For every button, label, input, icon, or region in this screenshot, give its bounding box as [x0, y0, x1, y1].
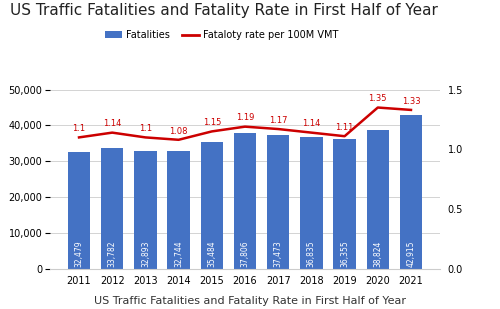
- Text: 1.11: 1.11: [336, 123, 354, 132]
- Text: 33,782: 33,782: [108, 240, 116, 267]
- Bar: [400, 115, 422, 269]
- Text: 1.1: 1.1: [72, 124, 86, 133]
- Text: 1.08: 1.08: [170, 127, 188, 136]
- Bar: [234, 133, 256, 269]
- Bar: [101, 148, 124, 269]
- Text: US Traffic Fatalities and Fatality Rate in First Half of Year: US Traffic Fatalities and Fatality Rate …: [10, 3, 438, 18]
- Text: US Traffic Fatalities and Fatality Rate in First Half of Year: US Traffic Fatalities and Fatality Rate …: [94, 296, 406, 306]
- Text: 1.15: 1.15: [202, 118, 221, 127]
- Bar: [267, 134, 289, 269]
- Bar: [168, 151, 190, 269]
- Text: 37,806: 37,806: [240, 240, 250, 267]
- Text: 1.35: 1.35: [368, 94, 387, 103]
- Text: 37,473: 37,473: [274, 240, 282, 267]
- Text: 1.14: 1.14: [302, 120, 320, 129]
- Text: 36,835: 36,835: [307, 240, 316, 267]
- Text: 35,484: 35,484: [208, 240, 216, 267]
- Legend: Fatalities, Fataloty rate per 100M VMT: Fatalities, Fataloty rate per 100M VMT: [101, 26, 342, 44]
- Bar: [300, 137, 322, 269]
- Bar: [68, 152, 90, 269]
- Text: 32,479: 32,479: [74, 240, 84, 267]
- Text: 42,915: 42,915: [406, 240, 416, 267]
- Text: 1.17: 1.17: [269, 116, 287, 125]
- Text: 1.33: 1.33: [402, 97, 420, 106]
- Text: 32,893: 32,893: [141, 240, 150, 267]
- Text: 36,355: 36,355: [340, 240, 349, 267]
- Text: 1.1: 1.1: [139, 124, 152, 133]
- Text: 1.19: 1.19: [236, 113, 254, 122]
- Text: 38,824: 38,824: [374, 240, 382, 267]
- Bar: [366, 130, 389, 269]
- Bar: [134, 151, 156, 269]
- Bar: [334, 138, 356, 269]
- Text: 32,744: 32,744: [174, 240, 183, 267]
- Text: 1.14: 1.14: [103, 120, 122, 129]
- Bar: [200, 142, 223, 269]
